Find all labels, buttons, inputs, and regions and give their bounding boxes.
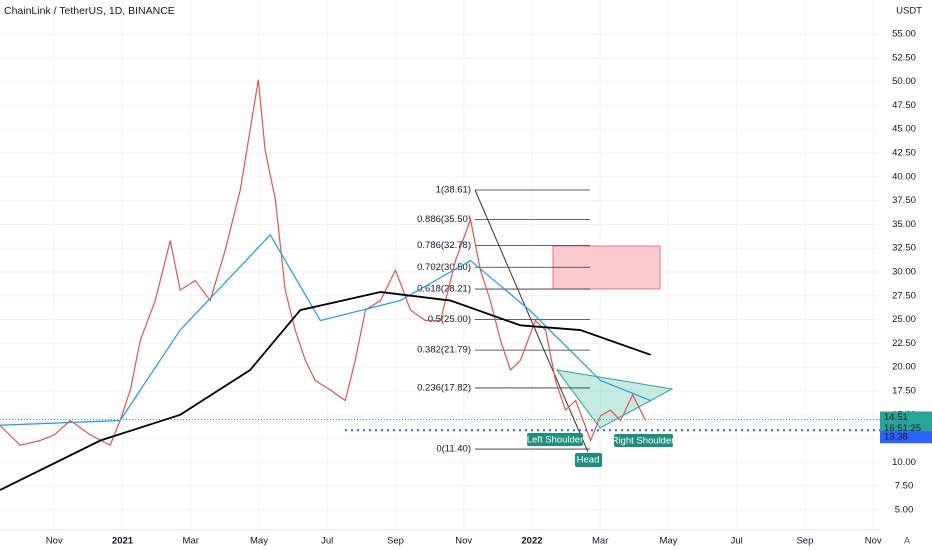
- y-tick-label: 30.00: [892, 267, 916, 278]
- y-tick-label: 32.50: [892, 243, 916, 254]
- y-tick-label: 40.00: [892, 171, 916, 182]
- x-tick-label: 2021: [112, 536, 134, 547]
- y-tick-label: 5.00: [895, 505, 914, 516]
- y-tick-label: 25.00: [892, 314, 916, 325]
- x-tick-label: Nov: [455, 536, 472, 547]
- auto-scale-button[interactable]: A: [904, 535, 910, 545]
- fib-label: 0.786(32.78): [417, 240, 471, 251]
- fib-label: 0(11.40): [436, 444, 471, 455]
- price-line: [0, 291, 652, 491]
- annotation-box: [527, 433, 583, 446]
- fib-label: 0.236(17.82): [417, 382, 471, 393]
- grid: [0, 0, 880, 530]
- x-tick-label: May: [250, 536, 268, 547]
- x-tick-label: Jul: [731, 536, 743, 547]
- fib-label: 0.382(21.79): [417, 345, 471, 356]
- x-tick-label: May: [659, 536, 677, 547]
- annotation: Left Shoulder: [527, 435, 584, 446]
- y-tick-label: 47.50: [892, 100, 916, 111]
- annotation-box: [614, 434, 673, 447]
- currency-label[interactable]: USDT: [896, 6, 922, 17]
- triangle-pattern: [555, 369, 674, 429]
- price-line: [0, 79, 647, 447]
- fib-retracement: 1(38.61) 0.886(35.50) 0.786(32.78) 0.702(30…: [417, 185, 590, 455]
- neckline-label: 13.38: [884, 432, 908, 443]
- neckline-tag: [880, 431, 932, 444]
- price-line: [0, 233, 651, 426]
- y-tick-label: 7.50: [895, 481, 914, 492]
- y-tick-label: 37.50: [892, 195, 916, 206]
- last-price-label: 14.51: [884, 412, 908, 423]
- y-tick-label: 20.00: [892, 362, 916, 373]
- y-tick-label: 42.50: [892, 148, 916, 159]
- y-tick-label: 17.50: [892, 386, 916, 397]
- plot: [0, 79, 880, 491]
- annotation: Right Shoulder: [612, 436, 675, 447]
- x-tick-label: Jul: [321, 536, 333, 547]
- y-tick-label: 52.50: [892, 52, 916, 63]
- y-tick-label: 10.00: [892, 457, 916, 468]
- fib-label: 0.886(35.50): [417, 214, 471, 225]
- y-tick-label: 22.50: [892, 338, 916, 349]
- x-tick-label: Sep: [387, 536, 404, 547]
- countdown-label: 16:51:25: [884, 423, 921, 434]
- fib-label: 0.702(30.50): [417, 262, 471, 273]
- x-tick-label: Mar: [183, 536, 199, 547]
- x-tick-label: Mar: [592, 536, 608, 547]
- y-tick-label: 55.00: [892, 29, 916, 40]
- fib-label: 1(38.61): [436, 185, 471, 196]
- annotation-box: [575, 453, 602, 467]
- axes: 5.007.5010.0012.5015.0017.5020.0022.5025…: [46, 29, 932, 547]
- x-tick-label: Nov: [46, 536, 63, 547]
- y-tick-label: 27.50: [892, 290, 916, 301]
- annotation: Head: [577, 455, 600, 466]
- x-tick-label: Sep: [796, 536, 813, 547]
- y-tick-label: 45.00: [892, 124, 916, 135]
- y-tick-label: 50.00: [892, 76, 916, 87]
- fib-label: 0.618(28.21): [417, 284, 471, 295]
- x-tick-label: 2022: [521, 536, 542, 547]
- fib-trend-line: [474, 189, 589, 453]
- y-tick-label: 35.00: [892, 219, 916, 230]
- fib-label: 0.5(25.00): [428, 314, 471, 325]
- chart-title: ChainLink / TetherUS, 1D, BINANCE: [4, 5, 175, 17]
- price-axis: [880, 0, 932, 550]
- x-tick-label: Nov: [865, 536, 882, 547]
